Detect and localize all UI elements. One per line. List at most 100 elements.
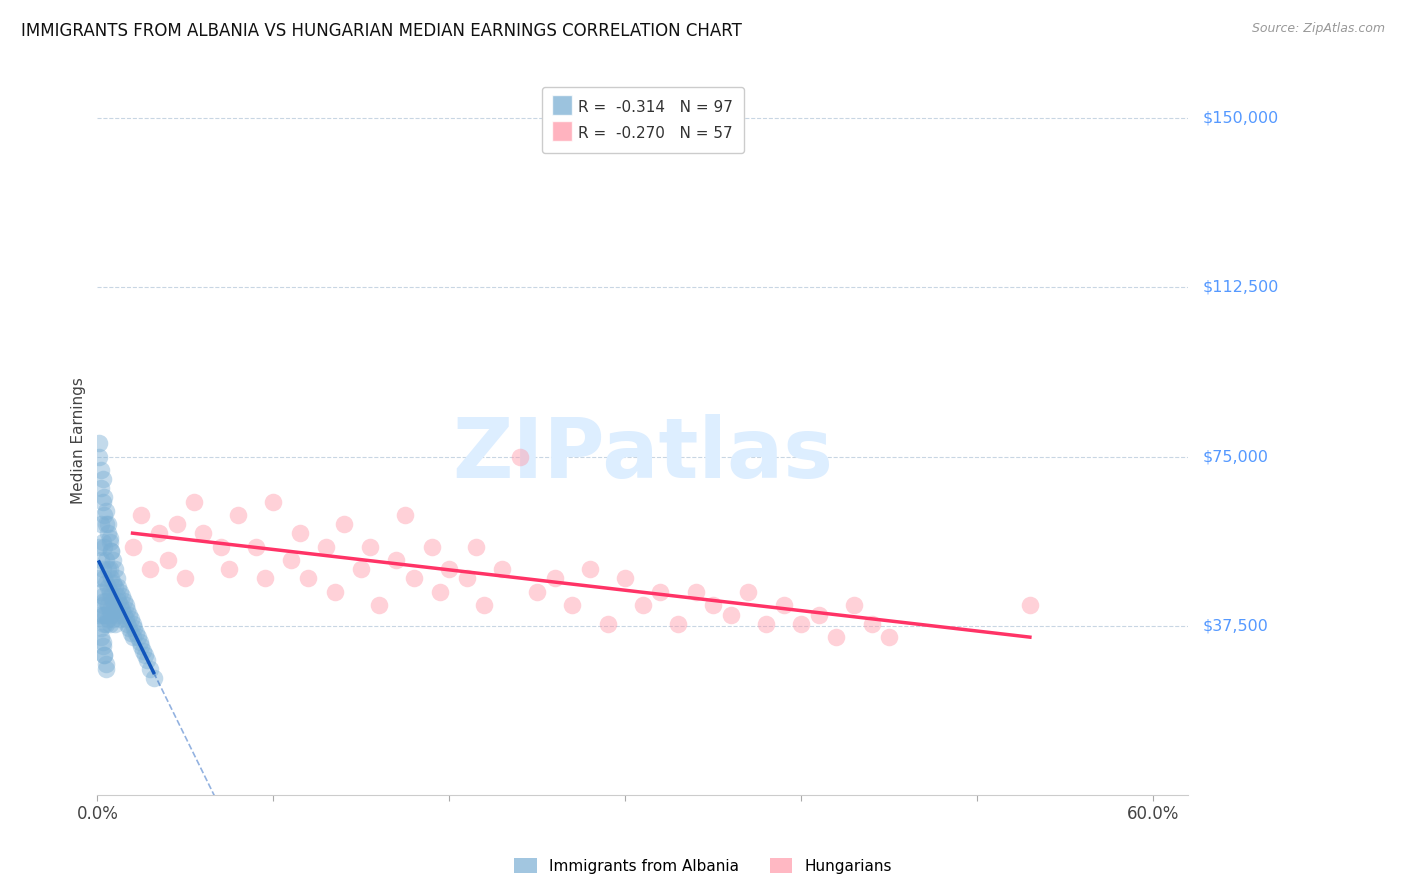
Point xyxy=(94,657,117,672)
Point xyxy=(114,599,136,613)
Point xyxy=(98,585,121,599)
Point xyxy=(97,581,120,595)
Point xyxy=(402,571,425,585)
Point xyxy=(117,603,139,617)
Point xyxy=(877,630,900,644)
Point xyxy=(132,643,155,657)
Point xyxy=(98,562,121,576)
Point xyxy=(464,540,486,554)
Point xyxy=(253,571,276,585)
Point xyxy=(105,571,128,585)
Text: IMMIGRANTS FROM ALBANIA VS HUNGARIAN MEDIAN EARNINGS CORRELATION CHART: IMMIGRANTS FROM ALBANIA VS HUNGARIAN MED… xyxy=(21,22,742,40)
Point xyxy=(93,594,115,608)
Point xyxy=(104,616,127,631)
Point xyxy=(127,630,149,644)
Point xyxy=(439,562,461,576)
Point xyxy=(121,630,143,644)
Point xyxy=(93,607,115,622)
Point xyxy=(579,562,602,576)
Point xyxy=(420,540,443,554)
Point xyxy=(474,599,496,613)
Point xyxy=(103,612,125,626)
Point xyxy=(100,607,122,622)
Point xyxy=(91,535,114,549)
Point xyxy=(94,575,117,590)
Point xyxy=(117,616,139,631)
Point xyxy=(131,508,153,523)
Point xyxy=(174,571,197,585)
Point xyxy=(142,671,165,685)
Point xyxy=(139,662,162,676)
Point xyxy=(94,594,117,608)
Point xyxy=(720,607,742,622)
Point xyxy=(183,494,205,508)
Point xyxy=(139,562,162,576)
Point xyxy=(90,585,112,599)
Point xyxy=(91,607,114,622)
Point xyxy=(93,490,115,504)
Point xyxy=(97,562,120,576)
Point xyxy=(98,603,121,617)
Point xyxy=(121,540,143,554)
Point xyxy=(131,639,153,653)
Point xyxy=(1019,599,1042,613)
Point xyxy=(385,553,408,567)
Point xyxy=(97,517,120,532)
Text: $37,500: $37,500 xyxy=(1202,618,1268,633)
Point xyxy=(103,575,125,590)
Point xyxy=(737,585,759,599)
Point xyxy=(87,607,110,622)
Point xyxy=(98,616,121,631)
Point xyxy=(350,562,373,576)
Point xyxy=(93,648,115,662)
Point xyxy=(107,594,129,608)
Point xyxy=(134,648,156,662)
Point xyxy=(491,562,513,576)
Point xyxy=(107,607,129,622)
Point xyxy=(209,540,232,554)
Point xyxy=(772,599,794,613)
Legend: R =  -0.314   N = 97, R =  -0.270   N = 57: R = -0.314 N = 97, R = -0.270 N = 57 xyxy=(541,87,744,153)
Point xyxy=(90,463,112,477)
Point xyxy=(394,508,416,523)
Point xyxy=(614,571,637,585)
Point xyxy=(94,517,117,532)
Point xyxy=(112,607,135,622)
Point xyxy=(90,621,112,635)
Point xyxy=(121,616,143,631)
Point xyxy=(191,526,214,541)
Point xyxy=(87,436,110,450)
Point xyxy=(118,621,141,635)
Point xyxy=(807,607,830,622)
Point xyxy=(105,603,128,617)
Point xyxy=(685,585,707,599)
Point xyxy=(429,585,451,599)
Point xyxy=(87,571,110,585)
Point xyxy=(135,653,157,667)
Point xyxy=(90,517,112,532)
Text: Source: ZipAtlas.com: Source: ZipAtlas.com xyxy=(1251,22,1385,36)
Point xyxy=(124,621,146,635)
Point xyxy=(97,599,120,613)
Point xyxy=(103,594,125,608)
Point xyxy=(280,553,302,567)
Point xyxy=(94,662,117,676)
Point xyxy=(218,562,240,576)
Text: $150,000: $150,000 xyxy=(1202,111,1278,126)
Y-axis label: Median Earnings: Median Earnings xyxy=(72,377,86,504)
Point xyxy=(544,571,567,585)
Point xyxy=(120,612,142,626)
Point xyxy=(94,504,117,518)
Point xyxy=(107,581,129,595)
Point xyxy=(91,639,114,653)
Point xyxy=(91,599,114,613)
Point xyxy=(93,648,115,662)
Point xyxy=(666,616,689,631)
Point xyxy=(94,553,117,567)
Point xyxy=(148,526,170,541)
Text: $75,000: $75,000 xyxy=(1202,449,1268,464)
Point xyxy=(93,616,115,631)
Point xyxy=(112,594,135,608)
Point xyxy=(297,571,319,585)
Point xyxy=(509,450,531,464)
